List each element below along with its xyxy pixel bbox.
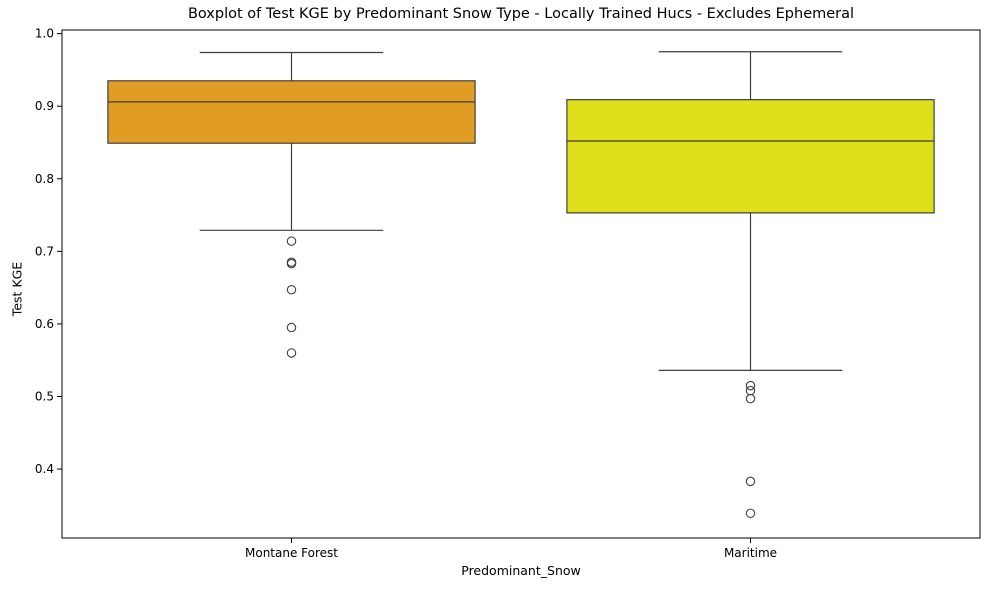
outlier-point [286, 236, 297, 246]
outlier-point [745, 385, 756, 396]
plot-marks [107, 51, 935, 519]
y-tick-label: 0.6 [35, 317, 54, 331]
outlier-point [286, 348, 297, 358]
y-tick-label: 0.4 [35, 462, 54, 476]
axes: 0.4 0.5 0.6 0.7 0.8 0.9 1.0 Montane Forest Marit… [35, 27, 981, 560]
outlier-point [745, 508, 756, 519]
iqr-box [107, 80, 476, 144]
y-tick-label: 0.9 [35, 99, 54, 113]
outlier-point [745, 393, 756, 404]
x-tick-label: Montane Forest [245, 546, 338, 560]
y-tick-label: 0.5 [35, 389, 54, 403]
x-tick-label: Maritime [724, 546, 777, 560]
y-tick-label: 1.0 [35, 27, 54, 41]
outlier-point [286, 322, 297, 333]
y-tick-label: 0.8 [35, 172, 54, 186]
outlier-point [286, 285, 297, 295]
box-group [107, 51, 476, 358]
plot-frame [61, 29, 981, 539]
iqr-box [566, 99, 935, 214]
outlier-point [745, 476, 756, 487]
x-axis-label: Predominant_Snow [461, 563, 581, 578]
box-group [566, 51, 935, 519]
outlier-point [745, 380, 756, 391]
chart-title: Boxplot of Test KGE by Predominant Snow … [187, 6, 855, 22]
outlier-point [286, 258, 297, 269]
y-tick-label: 0.7 [35, 244, 54, 258]
